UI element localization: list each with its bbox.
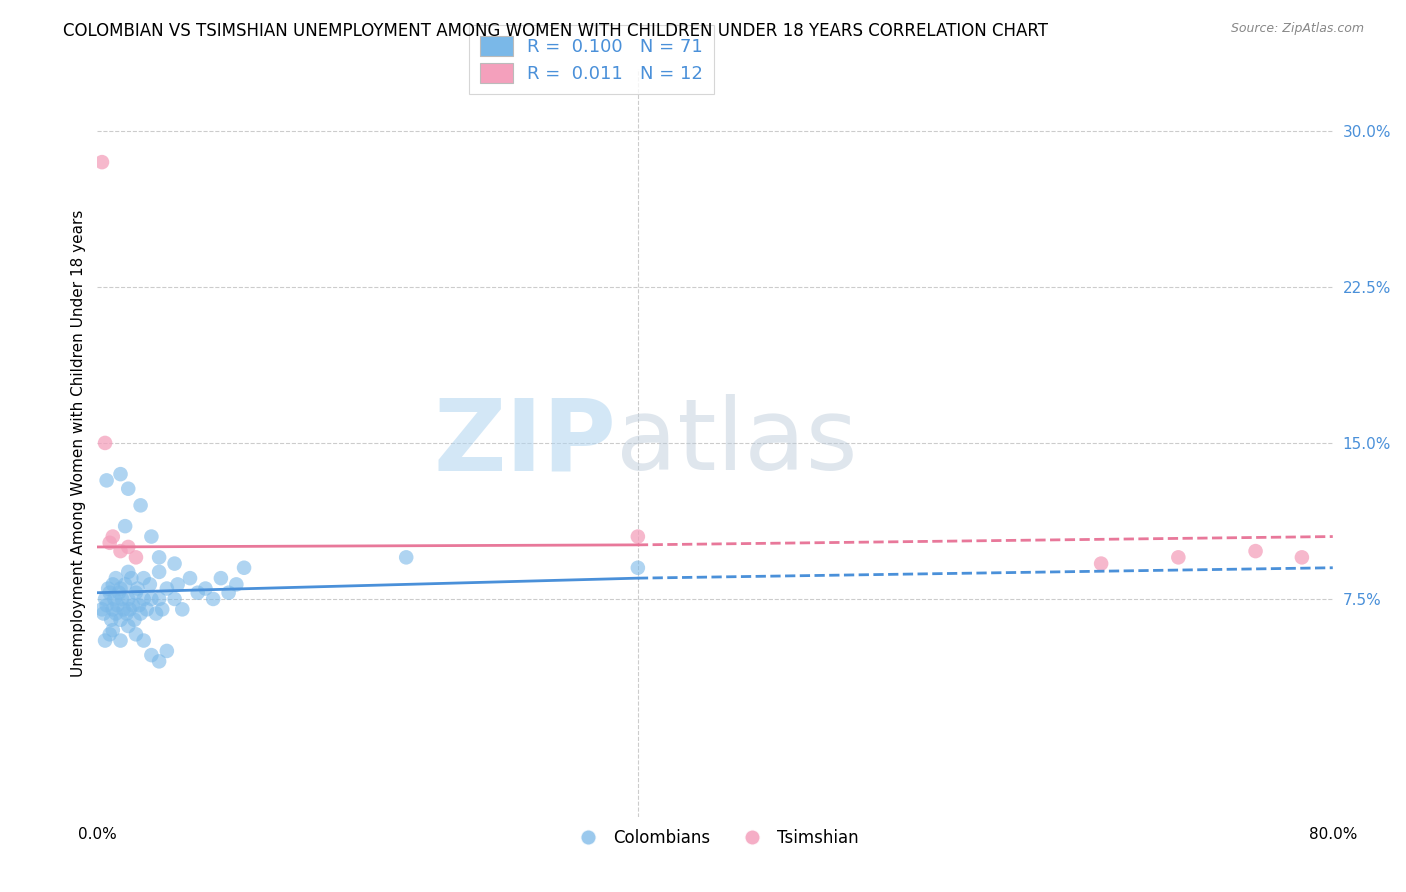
Point xyxy=(101,602,124,616)
Point xyxy=(110,544,132,558)
Point xyxy=(112,602,135,616)
Point xyxy=(233,560,256,574)
Point xyxy=(132,633,155,648)
Point xyxy=(148,550,170,565)
Point xyxy=(1090,557,1112,571)
Point xyxy=(117,591,139,606)
Point xyxy=(1167,550,1189,565)
Point xyxy=(117,565,139,579)
Point xyxy=(94,436,117,450)
Point xyxy=(1244,544,1267,558)
Point xyxy=(141,591,163,606)
Point xyxy=(141,648,163,662)
Point xyxy=(122,598,145,612)
Point xyxy=(125,627,148,641)
Point xyxy=(96,474,118,488)
Point xyxy=(172,602,194,616)
Point xyxy=(101,530,124,544)
Point xyxy=(103,591,125,606)
Point xyxy=(125,550,148,565)
Point xyxy=(114,519,136,533)
Point xyxy=(104,571,127,585)
Point xyxy=(132,591,155,606)
Point xyxy=(110,582,132,596)
Point xyxy=(115,607,138,621)
Text: ZIP: ZIP xyxy=(433,394,616,491)
Point xyxy=(98,536,121,550)
Point xyxy=(1291,550,1313,565)
Point xyxy=(627,530,650,544)
Point xyxy=(129,607,152,621)
Point xyxy=(218,585,240,599)
Point xyxy=(110,633,132,648)
Point xyxy=(91,602,114,616)
Point xyxy=(202,591,225,606)
Point xyxy=(163,557,186,571)
Y-axis label: Unemployment Among Women with Children Under 18 years: Unemployment Among Women with Children U… xyxy=(72,210,86,677)
Point xyxy=(108,585,131,599)
Point xyxy=(100,613,122,627)
Point xyxy=(156,644,179,658)
Point xyxy=(93,607,115,621)
Point xyxy=(148,565,170,579)
Point xyxy=(225,577,247,591)
Point xyxy=(110,613,132,627)
Text: COLOMBIAN VS TSIMSHIAN UNEMPLOYMENT AMONG WOMEN WITH CHILDREN UNDER 18 YEARS COR: COLOMBIAN VS TSIMSHIAN UNEMPLOYMENT AMON… xyxy=(63,22,1049,40)
Point xyxy=(98,585,121,599)
Point xyxy=(91,155,114,169)
Point xyxy=(110,467,132,482)
Text: atlas: atlas xyxy=(616,394,858,491)
Point xyxy=(187,585,209,599)
Point xyxy=(117,482,139,496)
Legend: Colombians, Tsimshian: Colombians, Tsimshian xyxy=(565,822,865,854)
Point xyxy=(98,627,121,641)
Point xyxy=(627,560,650,574)
Point xyxy=(120,571,142,585)
Point xyxy=(163,591,186,606)
Point xyxy=(94,591,117,606)
Point xyxy=(101,623,124,637)
Point xyxy=(148,654,170,668)
Point xyxy=(111,591,134,606)
Point xyxy=(96,598,118,612)
Point xyxy=(179,571,201,585)
Point xyxy=(395,550,418,565)
Point xyxy=(145,607,167,621)
Text: Source: ZipAtlas.com: Source: ZipAtlas.com xyxy=(1230,22,1364,36)
Point xyxy=(107,598,129,612)
Point xyxy=(97,582,120,596)
Point xyxy=(104,607,127,621)
Point xyxy=(94,633,117,648)
Point xyxy=(128,598,150,612)
Point xyxy=(125,585,148,599)
Point xyxy=(129,499,152,513)
Point xyxy=(141,530,163,544)
Point xyxy=(101,577,124,591)
Point xyxy=(135,602,157,616)
Point xyxy=(139,577,162,591)
Point xyxy=(148,591,170,606)
Point xyxy=(194,582,217,596)
Point xyxy=(209,571,232,585)
Point xyxy=(127,582,149,596)
Point xyxy=(156,582,179,596)
Point xyxy=(132,571,155,585)
Point xyxy=(114,577,136,591)
Point xyxy=(166,577,188,591)
Point xyxy=(150,602,173,616)
Point xyxy=(117,619,139,633)
Point xyxy=(124,613,146,627)
Point xyxy=(118,602,141,616)
Point xyxy=(117,540,139,554)
